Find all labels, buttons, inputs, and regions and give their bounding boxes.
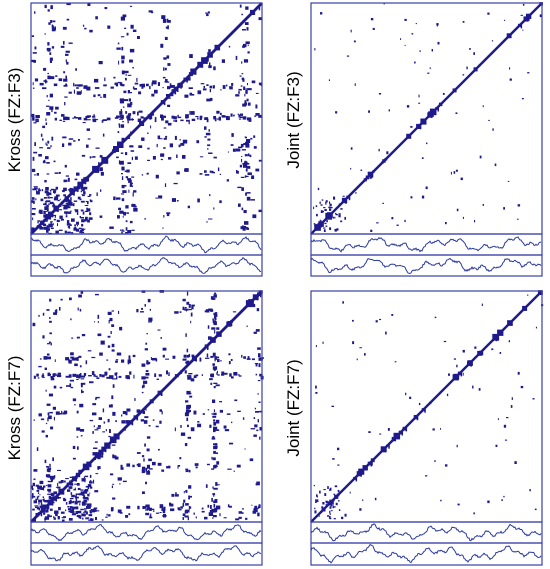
signal-trace-bottom-joint-f7 — [310, 544, 542, 564]
trace-frame-top-joint-f7 — [310, 521, 543, 544]
signal-trace-top-kross-f3 — [30, 235, 262, 254]
recurrence-matrix-joint-f7 — [310, 290, 544, 523]
recurrence-matrix-kross-f7 — [30, 290, 264, 523]
trace-frame-bottom-joint-f7 — [310, 542, 543, 566]
trace-frame-bottom-joint-f3 — [310, 254, 543, 277]
panel-label-kross-f7: Kross (FZ:F7) — [5, 356, 24, 461]
trace-frame-bottom-kross-f3 — [30, 254, 263, 277]
signal-trace-top-joint-f7 — [310, 523, 542, 542]
recurrence-matrix-kross-f3 — [30, 2, 263, 235]
recurrence-matrix-joint-f3 — [310, 2, 543, 235]
panel-kross-f7: Kross (FZ:F7) — [5, 290, 264, 566]
signal-trace-bottom-joint-f3 — [310, 257, 542, 275]
signal-trace-bottom-kross-f7 — [30, 545, 261, 562]
signal-trace-bottom-kross-f3 — [30, 256, 262, 274]
panel-label-joint-f7: Joint (FZ:F7) — [284, 359, 303, 456]
panel-kross-f3: Kross (FZ:F3) — [5, 2, 263, 277]
panel-joint-f7: Joint (FZ:F7) — [284, 290, 544, 566]
panel-label-kross-f3: Kross (FZ:F3) — [5, 68, 24, 173]
panel-label-joint-f3: Joint (FZ:F3) — [284, 71, 303, 168]
signal-trace-top-kross-f7 — [30, 523, 262, 542]
trace-frame-top-kross-f7 — [30, 521, 263, 544]
panel-joint-f3: Joint (FZ:F3) — [284, 2, 543, 277]
trace-frame-bottom-kross-f7 — [30, 542, 263, 566]
trace-frame-top-kross-f3 — [30, 233, 263, 256]
signal-trace-top-joint-f3 — [310, 236, 542, 253]
